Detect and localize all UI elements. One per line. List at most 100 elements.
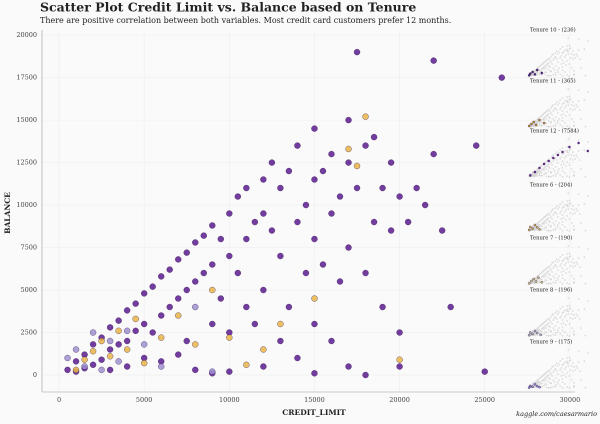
point — [584, 229, 587, 232]
point — [538, 71, 541, 74]
point — [546, 213, 549, 216]
point — [563, 368, 566, 370]
point — [547, 65, 550, 67]
point — [552, 59, 555, 61]
point — [570, 104, 573, 106]
point — [555, 213, 558, 215]
point — [529, 72, 532, 75]
point — [568, 199, 571, 202]
point — [583, 48, 586, 50]
point — [551, 218, 554, 220]
point — [234, 193, 241, 200]
point — [568, 323, 571, 325]
point — [583, 308, 586, 310]
point — [547, 277, 550, 279]
point — [565, 324, 567, 326]
point — [567, 50, 570, 53]
point — [149, 283, 156, 290]
point — [353, 184, 361, 192]
point — [576, 210, 579, 212]
point — [542, 113, 544, 116]
point — [531, 225, 534, 227]
point — [577, 309, 580, 311]
point — [547, 108, 550, 111]
point — [396, 356, 403, 363]
point — [537, 276, 540, 279]
point — [559, 57, 562, 59]
point — [559, 385, 562, 387]
point — [571, 50, 574, 52]
point — [554, 229, 557, 231]
point — [387, 227, 395, 234]
point — [558, 51, 560, 53]
point — [64, 366, 71, 374]
point — [573, 54, 575, 56]
point — [577, 204, 580, 206]
point — [311, 176, 318, 183]
point — [561, 214, 564, 216]
point — [336, 193, 344, 200]
point — [89, 329, 97, 336]
point — [554, 334, 557, 336]
point — [583, 99, 586, 101]
point — [561, 221, 564, 223]
point — [554, 220, 557, 222]
point — [534, 123, 538, 127]
panel-title: Tenure 9 - (175) — [530, 339, 572, 346]
point — [538, 122, 541, 125]
point — [570, 67, 573, 69]
point — [547, 369, 550, 372]
point — [535, 226, 539, 229]
point — [573, 70, 575, 72]
point — [545, 383, 548, 386]
point — [209, 286, 216, 294]
point — [345, 159, 352, 166]
point — [557, 71, 559, 73]
point — [566, 125, 568, 127]
point — [166, 266, 173, 273]
point — [545, 71, 548, 74]
point — [550, 278, 552, 281]
point — [72, 366, 80, 374]
point — [568, 252, 571, 255]
point — [559, 360, 562, 362]
point — [540, 121, 543, 124]
point — [569, 212, 572, 214]
point — [558, 67, 560, 69]
point — [552, 156, 555, 160]
point — [557, 269, 559, 271]
point — [149, 329, 156, 336]
point — [531, 330, 534, 332]
point — [115, 358, 122, 365]
point — [430, 150, 437, 158]
point — [555, 50, 558, 52]
point — [547, 62, 550, 64]
point — [568, 283, 571, 285]
point — [554, 103, 557, 105]
point — [539, 219, 542, 222]
point — [563, 157, 566, 159]
point — [561, 371, 564, 373]
point — [527, 282, 531, 285]
point — [561, 175, 564, 178]
point — [554, 364, 557, 366]
point — [539, 333, 542, 337]
point — [413, 184, 420, 192]
point — [123, 363, 131, 370]
point — [550, 70, 552, 73]
point — [538, 73, 541, 76]
point — [574, 317, 577, 319]
point — [542, 217, 544, 220]
point — [576, 55, 579, 57]
point — [558, 259, 560, 261]
point — [577, 257, 580, 259]
point — [243, 235, 250, 243]
point — [553, 329, 556, 331]
point — [560, 55, 563, 57]
point — [533, 73, 537, 76]
point — [570, 154, 573, 156]
point — [576, 263, 579, 265]
point — [552, 104, 555, 106]
point — [574, 265, 577, 267]
point — [527, 74, 531, 77]
